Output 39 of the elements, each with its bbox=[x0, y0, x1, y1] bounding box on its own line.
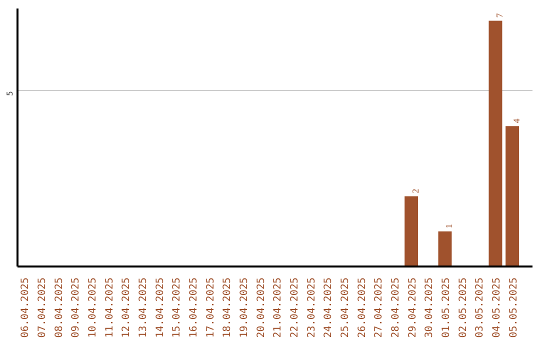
x-tick-label: 18.04.2025 bbox=[222, 277, 234, 338]
x-tick-label: 22.04.2025 bbox=[290, 277, 301, 338]
x-tick-label: 05.05.2025 bbox=[508, 277, 520, 338]
x-tick-label: 29.04.2025 bbox=[407, 277, 418, 338]
x-tick-label: 26.04.2025 bbox=[356, 277, 368, 338]
x-tick-label: 21.04.2025 bbox=[272, 277, 284, 338]
x-tick-label: 27.04.2025 bbox=[374, 277, 385, 338]
x-tick-label: 23.04.2025 bbox=[306, 277, 318, 338]
x-tick-label: 06.04.2025 bbox=[20, 277, 32, 338]
x-tick-label: 08.04.2025 bbox=[54, 277, 65, 338]
x-tick-label: 24.04.2025 bbox=[323, 277, 334, 338]
x-tick-label: 15.04.2025 bbox=[172, 277, 183, 338]
x-tick-label: 16.04.2025 bbox=[188, 277, 200, 338]
x-tick-label: 12.04.2025 bbox=[121, 277, 132, 338]
x-tick-label: 25.04.2025 bbox=[340, 277, 352, 338]
x-tick-label: 19.04.2025 bbox=[239, 277, 250, 338]
bar bbox=[506, 126, 520, 266]
y-tick-label: 5 bbox=[6, 90, 14, 96]
x-tick-label: 17.04.2025 bbox=[205, 277, 216, 338]
x-tick-label: 20.04.2025 bbox=[256, 277, 267, 338]
data-label: 2 bbox=[410, 188, 420, 194]
x-tick-label: 30.04.2025 bbox=[424, 277, 436, 338]
x-tick-label: 14.04.2025 bbox=[154, 277, 166, 338]
x-tick-label: 09.04.2025 bbox=[70, 277, 82, 338]
x-tick-label: 02.05.2025 bbox=[458, 277, 469, 338]
bar bbox=[488, 20, 502, 266]
x-tick-label: 07.04.2025 bbox=[37, 277, 48, 338]
x-tick-label: 11.04.2025 bbox=[104, 277, 116, 338]
x-tick-label: 28.04.2025 bbox=[390, 277, 402, 338]
x-tick-label: 13.04.2025 bbox=[138, 277, 150, 338]
x-tick-label: 01.05.2025 bbox=[440, 277, 452, 338]
data-label: 1 bbox=[444, 224, 454, 228]
x-tick-label: 10.04.2025 bbox=[88, 277, 99, 338]
bar bbox=[404, 196, 418, 266]
data-label: 7 bbox=[494, 12, 504, 18]
bar bbox=[438, 231, 452, 266]
x-tick-label: 03.05.2025 bbox=[474, 277, 486, 338]
data-label: 4 bbox=[511, 118, 522, 124]
x-tick-label: 04.05.2025 bbox=[491, 277, 502, 338]
